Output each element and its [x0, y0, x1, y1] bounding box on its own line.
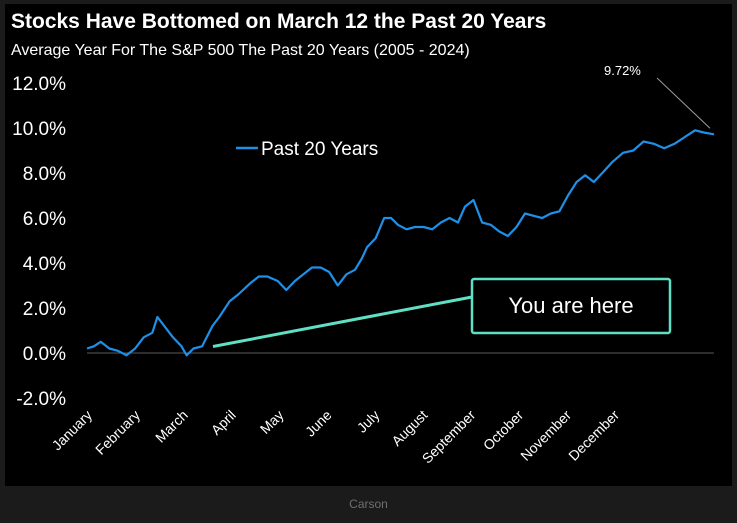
callout-box: [470, 277, 672, 335]
y-tick-label: -2.0%: [16, 389, 66, 410]
x-tick-label: January: [49, 407, 96, 454]
chart-subtitle: Average Year For The S&P 500 The Past 20…: [11, 42, 470, 59]
x-tick-label: November: [517, 407, 574, 464]
x-tick-label: December: [565, 407, 622, 464]
y-tick-label: 0.0%: [23, 344, 66, 365]
y-tick-label: 6.0%: [23, 209, 66, 230]
y-tick-label: 2.0%: [23, 299, 66, 320]
x-tick-label: June: [302, 407, 335, 440]
x-tick-label: May: [257, 407, 287, 437]
y-tick-label: 12.0%: [12, 74, 66, 95]
x-tick-label: February: [92, 407, 143, 458]
x-tick-label: July: [354, 407, 383, 436]
y-tick-label: 8.0%: [23, 164, 66, 185]
chart-title: Stocks Have Bottomed on March 12 the Pas…: [11, 10, 547, 33]
y-axis: 12.0% 10.0% 8.0% 6.0% 4.0% 2.0% 0.0% -2.0%: [12, 74, 66, 410]
chart-frame: Stocks Have Bottomed on March 12 the Pas…: [5, 4, 732, 486]
callout-text: You are here: [508, 293, 633, 318]
legend-label: Past 20 Years: [261, 139, 378, 160]
x-tick-label: August: [388, 407, 430, 449]
end-value-label: 9.72%: [604, 63, 641, 78]
callout-pointer: [212, 295, 473, 348]
x-tick-label: October: [480, 407, 527, 454]
end-label-leader: [656, 77, 711, 129]
series-line-past-20-years: [86, 129, 715, 357]
y-tick-label: 4.0%: [23, 254, 66, 275]
source-caption: Carson: [349, 497, 388, 511]
y-tick-label: 10.0%: [12, 119, 66, 140]
x-tick-label: March: [152, 407, 191, 446]
x-tick-label: April: [208, 407, 239, 438]
